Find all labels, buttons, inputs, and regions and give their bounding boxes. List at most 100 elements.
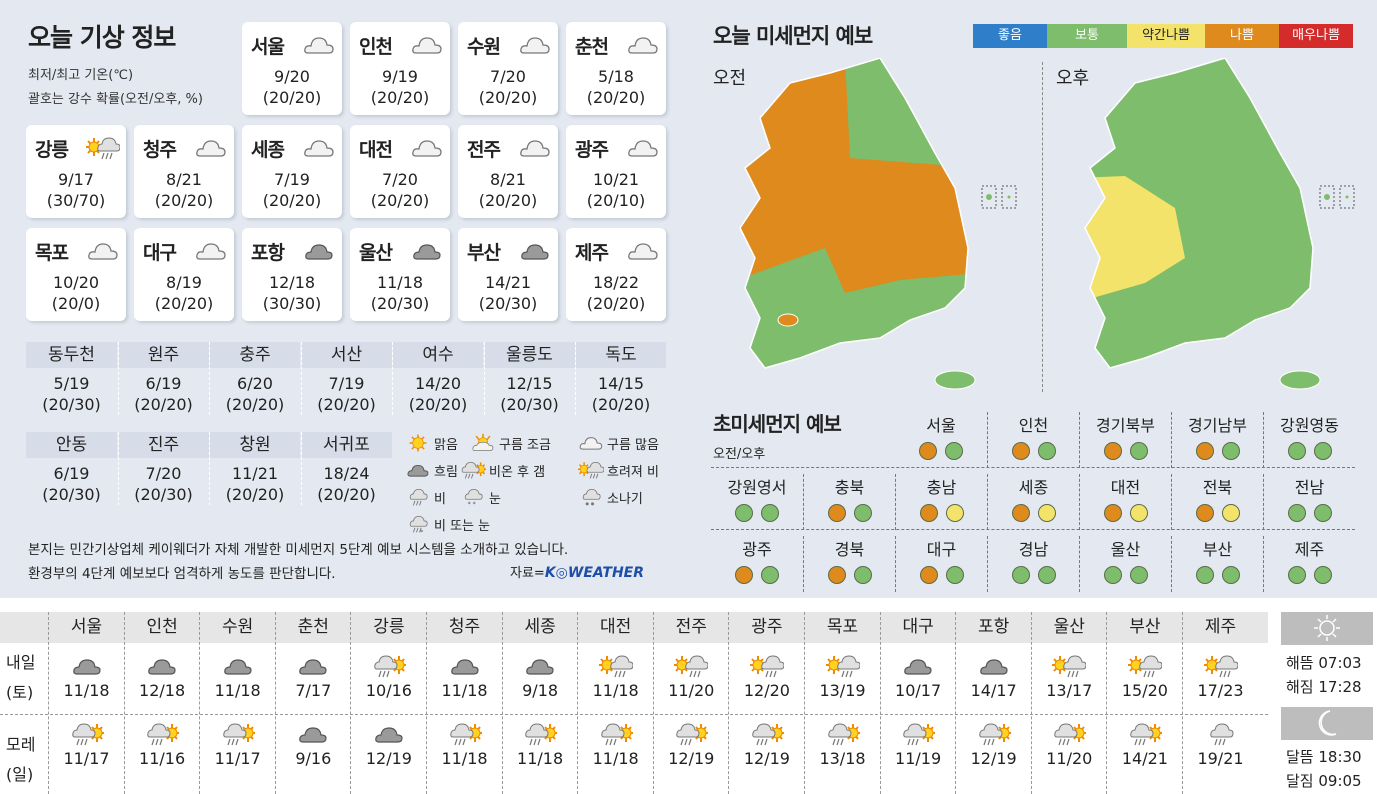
cloud-gray-icon bbox=[302, 238, 336, 264]
region-name: 경남 bbox=[1018, 540, 1049, 559]
city-temp: 5/18 bbox=[598, 67, 634, 86]
city-name: 수원 bbox=[467, 36, 501, 58]
small-city-pop: (20/30) bbox=[500, 395, 559, 414]
small-city-name: 안동 bbox=[26, 432, 117, 458]
day1-label: 내일 (토) bbox=[6, 648, 35, 708]
cloud-outline-icon bbox=[626, 238, 660, 264]
sunset: 해짐 17:28 bbox=[1286, 678, 1362, 696]
am-level-dot bbox=[919, 442, 937, 460]
forecast-column: 광주 12/20 12/19 bbox=[728, 612, 804, 794]
city-pop: (20/20) bbox=[262, 88, 322, 107]
city-pop: (20/20) bbox=[478, 191, 538, 210]
day2-temp: 12/19 bbox=[668, 749, 715, 768]
sleet-icon bbox=[405, 514, 431, 534]
small-city-temp: 14/15 bbox=[597, 374, 645, 393]
day1-temp: 9/18 bbox=[522, 681, 559, 700]
sun-then-rain-icon bbox=[86, 135, 120, 161]
day2-temp: 11/18 bbox=[517, 749, 564, 768]
day2-temp: 11/18 bbox=[441, 749, 488, 768]
forecast-city: 서울 bbox=[70, 617, 103, 637]
rain-then-clear-icon bbox=[460, 460, 486, 480]
cloud-gray-icon bbox=[296, 721, 330, 747]
city-pop: (20/30) bbox=[478, 294, 538, 313]
legend-label: 비 bbox=[434, 491, 446, 507]
city-card: 인천 9/19 (20/20) bbox=[350, 22, 450, 115]
small-city: 충주 6/20 (20/20) bbox=[209, 342, 300, 415]
city-pop: (20/20) bbox=[370, 191, 430, 210]
forecast-header-bg bbox=[0, 612, 1268, 643]
legend-label: 비온 후 갬 bbox=[489, 464, 546, 480]
sun-box bbox=[1281, 612, 1373, 645]
pm-level-dot bbox=[945, 504, 964, 522]
small-city: 창원 11/21 (20/20) bbox=[209, 432, 300, 505]
forecast-city: 세종 bbox=[524, 617, 556, 637]
pm-level-dot bbox=[761, 504, 779, 522]
cloud-gray-icon bbox=[518, 238, 552, 264]
city-card: 세종 7/19 (20/20) bbox=[242, 125, 342, 218]
forecast-city: 수원 bbox=[222, 617, 254, 637]
rain-then-clear-icon bbox=[1128, 721, 1162, 747]
pm-level-dot bbox=[853, 566, 872, 584]
region-name: 세종 bbox=[1018, 478, 1049, 497]
small-city: 여수 14/20 (20/20) bbox=[392, 342, 483, 415]
pm-level-dot bbox=[1129, 442, 1148, 460]
day1-temp: 12/18 bbox=[139, 681, 186, 700]
city-card: 청주 8/21 (20/20) bbox=[134, 125, 234, 218]
am-level-dot bbox=[1287, 566, 1306, 584]
forecast-column: 인천 12/18 11/16 bbox=[123, 612, 200, 794]
forecast-city: 강릉 bbox=[373, 617, 405, 637]
am-level-dot bbox=[919, 504, 938, 522]
city-card: 포항 12/18 (30/30) bbox=[242, 228, 342, 321]
am-label: 오전 bbox=[713, 68, 747, 89]
city-card: 춘천 5/18 (20/20) bbox=[566, 22, 666, 115]
row-divider bbox=[0, 714, 1268, 715]
am-level-dot bbox=[1287, 504, 1306, 522]
city-temp: 9/17 bbox=[58, 170, 94, 189]
city-name: 세종 bbox=[251, 139, 285, 161]
pm25-region: 광주 bbox=[711, 536, 803, 592]
city-card: 광주 10/21 (20/10) bbox=[566, 125, 666, 218]
small-city: 서귀포 18/24 (20/20) bbox=[300, 432, 392, 505]
shower-icon bbox=[578, 487, 604, 507]
city-temp: 8/19 bbox=[166, 273, 202, 292]
pm-label: 오후 bbox=[1056, 68, 1090, 89]
small-city-pop: (20/20) bbox=[317, 395, 376, 414]
cloud-gray-icon bbox=[70, 653, 104, 679]
cloud-gray-icon bbox=[221, 653, 255, 679]
rain-then-clear-icon bbox=[901, 721, 935, 747]
day1-temp: 11/18 bbox=[592, 681, 639, 700]
moon-icon bbox=[1318, 710, 1337, 736]
pm25-region: 전북 bbox=[1171, 474, 1263, 530]
region-name: 대전 bbox=[1110, 478, 1141, 497]
legend-label: 소나기 bbox=[607, 491, 643, 507]
small-city: 원주 6/19 (20/20) bbox=[117, 342, 209, 415]
pm25-subtitle: 오전/오후 bbox=[713, 447, 766, 462]
city-name: 서울 bbox=[251, 36, 285, 58]
cloud-gray-icon bbox=[977, 653, 1011, 679]
cloud-outline-icon bbox=[518, 32, 552, 58]
day2-name: 모레 bbox=[6, 735, 36, 754]
legend-label: 비 또는 눈 bbox=[434, 518, 491, 534]
cloud-outline-icon bbox=[302, 32, 336, 58]
small-city-pop: (20/20) bbox=[317, 485, 376, 504]
day1-temp: 14/17 bbox=[970, 681, 1017, 700]
pm-level-dot bbox=[853, 504, 872, 522]
pm-level-dot bbox=[761, 566, 779, 584]
forecast-column: 서울 11/18 11/17 bbox=[48, 612, 124, 794]
day1-temp: 12/20 bbox=[743, 681, 790, 700]
small-city-pop: (20/30) bbox=[42, 485, 101, 504]
pm25-region: 강원영서 bbox=[711, 474, 803, 530]
pm-level-dot bbox=[1313, 566, 1332, 584]
day2-temp: 14/21 bbox=[1121, 749, 1168, 768]
legend-label: 눈 bbox=[489, 491, 501, 507]
snow-icon bbox=[460, 487, 486, 507]
legend-item: 비 bbox=[405, 487, 446, 507]
rain-icon bbox=[405, 487, 431, 507]
small-city-name: 서귀포 bbox=[301, 432, 392, 458]
cloud-gray-icon bbox=[405, 460, 431, 480]
small-city-name: 독도 bbox=[576, 342, 666, 368]
city-card: 부산 14/21 (20/30) bbox=[458, 228, 558, 321]
city-card: 울산 11/18 (20/30) bbox=[350, 228, 450, 321]
small-city: 독도 14/15 (20/20) bbox=[575, 342, 666, 415]
rain-then-clear-icon bbox=[977, 721, 1011, 747]
